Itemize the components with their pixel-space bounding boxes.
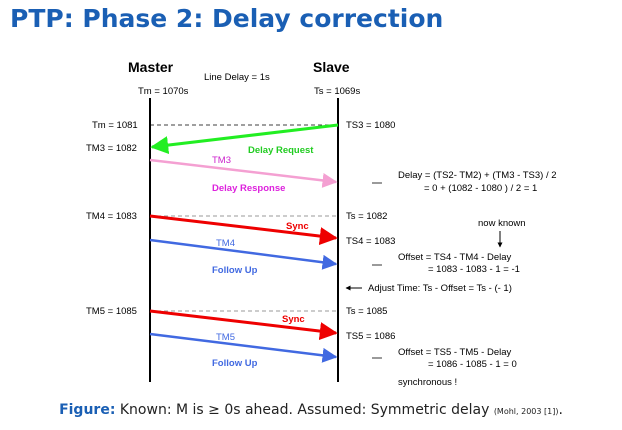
figure-caption-label: Figure:: [59, 402, 116, 418]
delay-note-line1: Delay = (TS2- TM2) + (TM3 - TS3) / 2: [398, 170, 557, 181]
offset2-note-line2: = 1086 - 1085 - 1 = 0: [428, 359, 517, 370]
tm-initial-label: Tm = 1070s: [138, 86, 189, 97]
figure-caption-end: .: [558, 402, 563, 418]
adjust-note: Adjust Time: Ts - Offset = Ts - (- 1): [368, 283, 512, 294]
delay-request-label: Delay Request: [248, 145, 314, 156]
delay-request-arrow: [150, 123, 339, 155]
sync-arrow-2: [149, 309, 338, 341]
tm3-label: TM3: [212, 155, 231, 166]
left-label-tm4: TM4 = 1083: [86, 211, 137, 222]
follow-up-arrow-2: [149, 332, 338, 363]
delay-note-line2: = 0 + (1082 - 1080 ) / 2 = 1: [424, 183, 537, 194]
follow-up-arrow-1: [149, 238, 338, 270]
figure-caption-reference: (Mohl, 2003 [1]): [493, 407, 559, 416]
follow-up-label-1: Follow Up: [212, 265, 258, 276]
sync-label-2: Sync: [282, 314, 305, 325]
offset2-note-line1: Offset = TS5 - TM5 - Delay: [398, 347, 511, 358]
delay-response-arrow: [149, 158, 338, 188]
right-label-ts3: TS3 = 1080: [346, 120, 395, 131]
tm5-label: TM5: [216, 332, 235, 343]
synchronous-note: synchronous !: [398, 377, 457, 388]
right-label-ts-1082: Ts = 1082: [346, 211, 387, 222]
ts-initial-label: Ts = 1069s: [314, 86, 360, 97]
left-label-tm5: TM5 = 1085: [86, 306, 137, 317]
slide-title: PTP: Phase 2: Delay correction: [10, 4, 444, 33]
line-delay-label: Line Delay = 1s: [204, 72, 270, 83]
figure-caption-text: Known: M is ≥ 0s ahead. Assumed: Symmetr…: [115, 402, 494, 418]
right-label-ts-1085: Ts = 1085: [346, 306, 387, 317]
delay-response-label: Delay Response: [212, 183, 285, 194]
right-label-ts5: TS5 = 1086: [346, 331, 395, 342]
figure-caption: Figure: Known: M is ≥ 0s ahead. Assumed:…: [0, 402, 622, 418]
sync-arrow-1: [149, 214, 338, 246]
right-label-ts4: TS4 = 1083: [346, 236, 395, 247]
slave-header: Slave: [313, 59, 350, 75]
now-known-note: now known: [478, 218, 526, 229]
follow-up-label-2: Follow Up: [212, 358, 258, 369]
left-label-tm: Tm = 1081: [92, 120, 138, 131]
master-header: Master: [128, 59, 174, 75]
sync-label-1: Sync: [286, 221, 309, 232]
left-label-tm3: TM3 = 1082: [86, 143, 137, 154]
tm4-label: TM4: [216, 238, 235, 249]
offset1-note-line1: Offset = TS4 - TM4 - Delay: [398, 252, 511, 263]
offset1-note-line2: = 1083 - 1083 - 1 = -1: [428, 264, 520, 275]
